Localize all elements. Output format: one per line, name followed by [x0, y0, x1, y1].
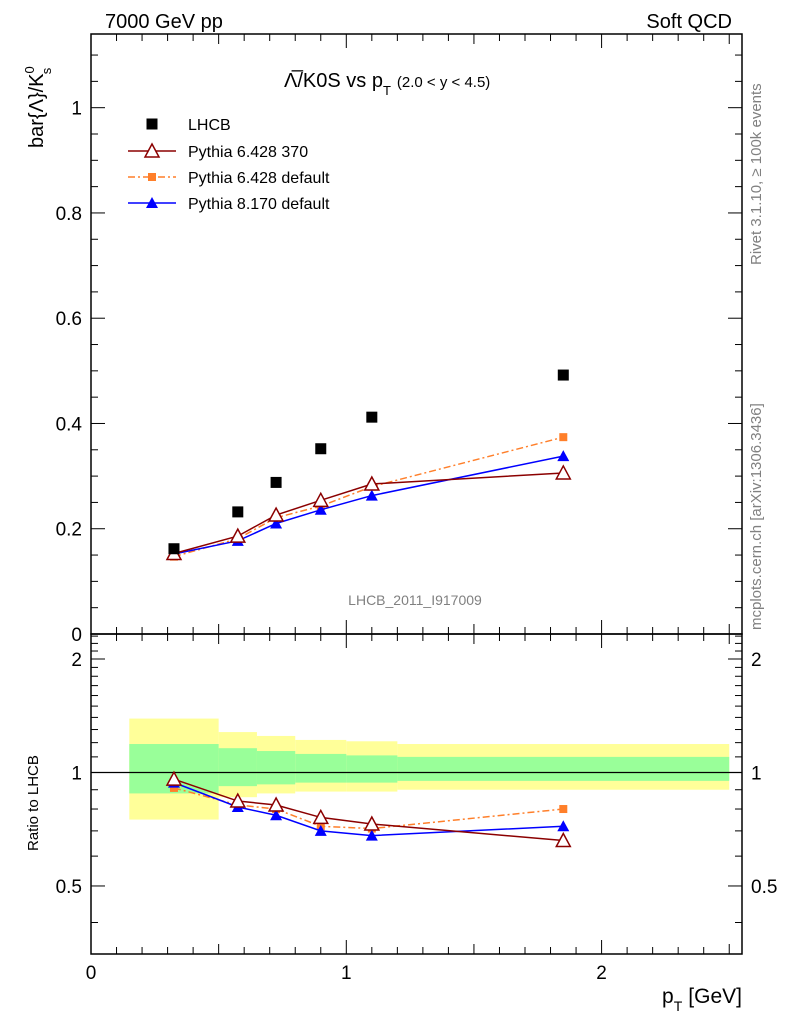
point-lhcb — [557, 369, 569, 381]
x-label-sub: T — [674, 998, 683, 1014]
main-panel: 0 0.2 0.4 0.6 0.8 1 Λ̅/K0S vs pT (2.0 < y < 4.… — [22, 33, 743, 646]
x-tick-label: 2 — [596, 963, 607, 984]
ratio-point-pythia-8-170-default — [365, 829, 378, 841]
legend-marker-lhcb — [146, 118, 158, 130]
series-line-pythia-6-428-370 — [173, 472, 564, 555]
ratio-point-pythia-6-428-370 — [555, 831, 572, 848]
ratio-point-pythia-6-428-370 — [165, 770, 183, 786]
main-y-label-sub: s — [39, 67, 54, 74]
point-pythia-6-428-370 — [363, 475, 381, 491]
category-label: Soft QCD — [646, 11, 732, 33]
ratio-y-axis-label: Ratio to LHCB — [25, 755, 42, 851]
ratio-point-pythia-6-428-370 — [312, 808, 330, 825]
ratio-point-pythia-6-428-default — [169, 783, 178, 792]
x-axis-label: pT [GeV] — [662, 985, 742, 1014]
ratio-ytick-label-right: 2 — [751, 650, 762, 671]
ratio-frame — [90, 633, 743, 955]
point-pythia-6-428-370 — [312, 491, 330, 508]
legend-marker-pythia-6-428-370 — [143, 142, 161, 158]
ratio-ticks: 0.5 0.5 1 1 2 2 0 1 2 — [56, 634, 777, 984]
x-tick-label: 0 — [86, 963, 97, 984]
legend: LHCB Pythia 6.428 370 Pythia 6.428 default… — [128, 117, 330, 213]
ratio-band-inner — [256, 751, 296, 785]
main-marks — [165, 369, 572, 561]
analysis-watermark: LHCB_2011_I917009 — [348, 592, 482, 608]
main-ticks: 0 0.2 0.4 0.6 0.8 1 — [56, 34, 742, 646]
ratio-ytick-label-left: 0.5 — [56, 877, 82, 898]
main-ytick-label: 0.6 — [56, 309, 82, 330]
point-lhcb — [232, 506, 244, 518]
point-pythia-6-428-default — [559, 433, 568, 442]
ratio-point-pythia-6-428-370 — [229, 792, 247, 808]
main-y-axis-label: bar{Λ}/K0 s — [22, 66, 54, 148]
legend-label-lhcb: LHCB — [188, 117, 231, 134]
point-lhcb — [366, 411, 378, 423]
legend-marker-pythia-6-428-default — [148, 173, 156, 181]
main-title: Λ̅/K0S vs pT (2.0 < y < 4.5) — [284, 69, 490, 98]
point-pythia-8-170-default — [365, 489, 378, 501]
ratio-point-pythia-8-170-default — [557, 820, 570, 832]
series-line-pythia-6-428-default — [173, 436, 564, 558]
mcplots-label: mcplots.cern.ch [arXiv:1306.3436] — [748, 403, 765, 630]
ratio-point-pythia-8-170-default — [270, 809, 283, 821]
main-y-label-sup: 0 — [22, 66, 37, 73]
main-title-sub: T — [383, 83, 391, 98]
main-ytick-label: 0.2 — [56, 520, 82, 541]
ratio-band-inner — [218, 748, 257, 787]
ratio-ytick-label-right: 0.5 — [751, 877, 777, 898]
ratio-marks — [91, 718, 742, 848]
ratio-ytick-label-left: 2 — [71, 650, 82, 671]
main-ytick-label: 0.8 — [56, 204, 82, 225]
legend-label-pythia-6-428-370: Pythia 6.428 370 — [188, 144, 308, 161]
point-pythia-8-170-default — [314, 503, 327, 515]
beam-label: 7000 GeV pp — [105, 11, 223, 33]
ratio-band-inner — [397, 756, 730, 781]
point-lhcb — [168, 543, 180, 555]
ratio-line-pythia-8-170-default — [173, 781, 564, 837]
ratio-panel: 0.5 0.5 1 1 2 2 0 1 2 Ratio to LHCB pT [GeV] — [25, 633, 777, 1014]
ratio-band-inner — [346, 755, 398, 783]
ratio-ytick-label-right: 1 — [751, 763, 762, 784]
point-pythia-8-170-default — [557, 450, 570, 462]
ratio-ytick-label-left: 1 — [71, 763, 82, 784]
main-title-range: (2.0 < y < 4.5) — [397, 74, 490, 91]
point-lhcb — [315, 443, 327, 455]
point-pythia-6-428-370 — [555, 464, 572, 480]
ratio-point-pythia-6-428-default — [559, 805, 568, 814]
x-label-unit: [GeV] — [688, 985, 742, 1008]
rivet-label: Rivet 3.1.10, ≥ 100k events — [748, 83, 765, 265]
x-tick-label: 1 — [341, 963, 352, 984]
legend-label-pythia-6-428-default: Pythia 6.428 default — [188, 170, 330, 187]
ratio-band-inner — [295, 753, 347, 783]
x-label-text: p — [662, 985, 674, 1008]
point-pythia-6-428-370 — [267, 506, 285, 522]
ratio-point-pythia-8-170-default — [314, 824, 327, 836]
legend-marker-pythia-8-170-default — [146, 197, 158, 208]
main-title-text: Λ̅/K0S vs p — [284, 69, 383, 92]
point-lhcb — [270, 476, 282, 488]
series-line-pythia-8-170-default — [173, 455, 564, 555]
main-ytick-label: 0.4 — [56, 414, 83, 435]
ratio-point-pythia-6-428-370 — [363, 815, 381, 831]
legend-label-pythia-8-170-default: Pythia 8.170 default — [188, 196, 330, 213]
ratio-point-pythia-6-428-370 — [267, 796, 285, 812]
main-y-label-text: bar{Λ}/K — [26, 73, 48, 148]
point-pythia-6-428-370 — [229, 527, 247, 543]
main-ytick-label: 1 — [71, 99, 82, 120]
ratio-line-pythia-6-428-370 — [173, 778, 564, 842]
point-pythia-8-170-default — [270, 517, 283, 529]
main-ytick-label: 0 — [71, 625, 82, 646]
